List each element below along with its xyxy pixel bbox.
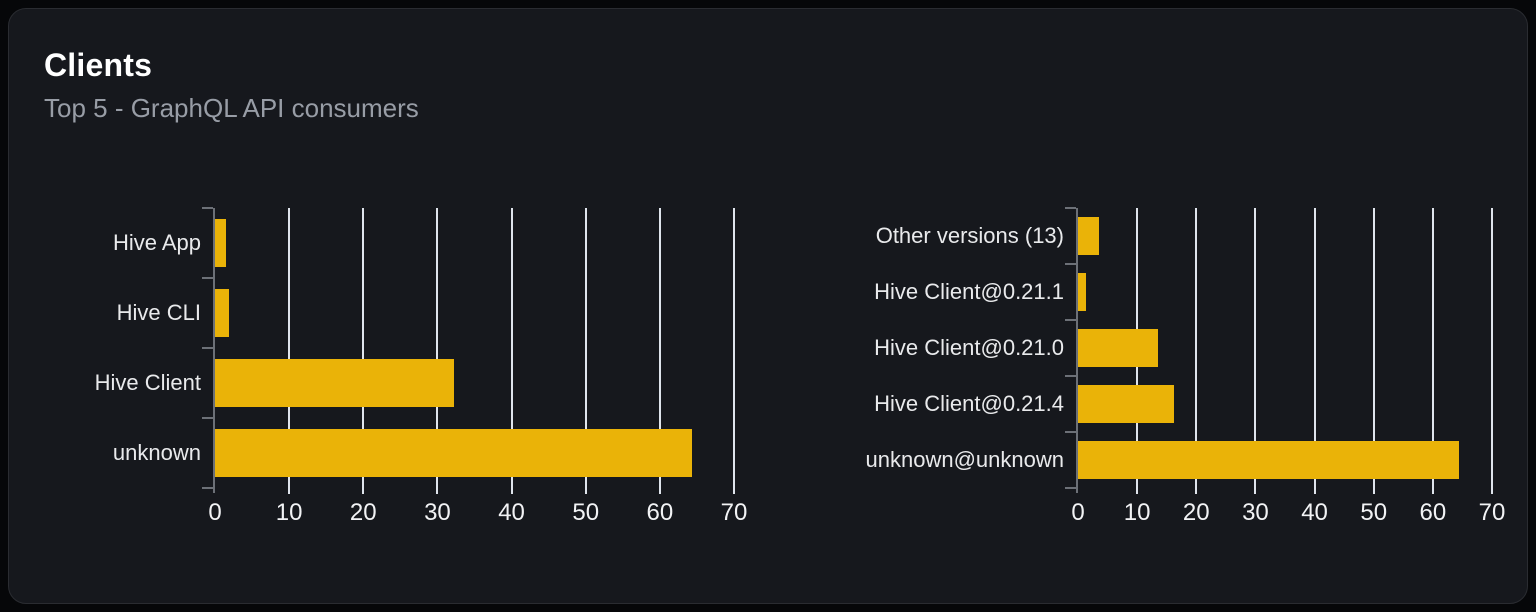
gridline-40 [510, 208, 513, 494]
gridline-30 [436, 208, 439, 494]
gridline-70 [1491, 208, 1493, 494]
category-label-other-versions-13: Other versions (13) [875, 223, 1064, 248]
bar-hive-client-0-21-4[interactable] [1078, 385, 1174, 423]
clients-card: Clients Top 5 - GraphQL API consumers Hi… [8, 8, 1528, 604]
gridline-50 [1372, 208, 1375, 494]
gridline-70 [733, 208, 735, 494]
y-axis-tick [1065, 375, 1076, 377]
bar-hive-cli[interactable] [215, 289, 230, 337]
y-axis-tick [1065, 207, 1076, 209]
category-label-hive-cli: Hive CLI [116, 300, 201, 325]
y-axis-tick [1065, 431, 1076, 433]
x-tick-label-60: 60 [1419, 499, 1447, 526]
x-tick-label-40: 40 [498, 499, 525, 526]
bar-hive-client-0-21-1[interactable] [1078, 273, 1087, 311]
gridline-20 [1195, 208, 1198, 494]
gridline-50 [584, 208, 587, 494]
gridline-40 [1313, 208, 1316, 494]
x-tick-label-20: 20 [349, 499, 377, 526]
x-axis: 0 10 20 30 40 50 60 70 [1071, 499, 1505, 531]
x-tick-label-60: 60 [646, 499, 674, 526]
x-tick-label-10: 10 [275, 499, 303, 526]
page-title: Clients [44, 47, 153, 83]
category-label-hive-client-0-21-1: Hive Client@0.21.1 [874, 279, 1064, 304]
category-label-unknown: unknown [112, 440, 201, 465]
y-axis-tick [202, 487, 213, 489]
gridline-20 [362, 208, 365, 494]
category-label-hive-client-0-21-0: Hive Client@0.21.0 [874, 335, 1064, 360]
y-axis [1076, 208, 1078, 493]
x-tick-label-0: 0 [208, 499, 222, 526]
x-tick-label-0: 0 [1071, 499, 1085, 526]
x-tick-label-70: 70 [1478, 499, 1506, 526]
plot-area [202, 207, 735, 494]
x-tick-label-20: 20 [1182, 499, 1210, 526]
plot-area [1065, 207, 1493, 494]
y-axis-tick [202, 207, 213, 209]
x-tick-label-70: 70 [720, 499, 748, 526]
y-axis-tick [202, 347, 213, 349]
y-axis-tick [1065, 319, 1076, 321]
y-axis-tick [1065, 263, 1076, 265]
category-axis: Hive App Hive CLI Hive Client unknown [9, 208, 201, 488]
y-axis-tick [202, 417, 213, 419]
clients-by-name-chart: Hive App Hive CLI Hive Client unknown 0 10 20 3… [9, 9, 1527, 603]
bar-hive-client-0-21-0[interactable] [1078, 329, 1158, 367]
category-label-unknown-unknown: unknown@unknown [865, 447, 1064, 472]
clients-by-version-chart: Other versions (13) Hive Client@0.21.1 Hiv… [9, 9, 1527, 603]
y-axis-tick [202, 277, 213, 279]
bar-hive-client[interactable] [215, 359, 454, 407]
category-axis: Other versions (13) Hive Client@0.21.1 Hiv… [9, 208, 1064, 488]
y-axis-tick [1065, 487, 1076, 489]
x-tick-label-10: 10 [1123, 499, 1151, 526]
x-tick-label-40: 40 [1301, 499, 1328, 526]
x-tick-label-30: 30 [424, 499, 451, 526]
gridline-60 [1431, 208, 1434, 494]
x-axis: 0 10 20 30 40 50 60 70 [208, 499, 747, 531]
bar-other-versions-13[interactable] [1078, 217, 1100, 255]
category-label-hive-client-0-21-4: Hive Client@0.21.4 [874, 391, 1064, 416]
bar-unknown-unknown[interactable] [1078, 441, 1459, 479]
category-label-hive-client: Hive Client [94, 370, 201, 395]
gridline-30 [1254, 208, 1257, 494]
gridline-60 [658, 208, 661, 494]
bar-hive-app[interactable] [215, 219, 227, 267]
x-tick-label-50: 50 [572, 499, 600, 526]
category-label-hive-app: Hive App [112, 230, 201, 255]
page-subtitle: Top 5 - GraphQL API consumers [44, 93, 419, 123]
y-axis [213, 208, 215, 493]
x-tick-label-50: 50 [1360, 499, 1388, 526]
gridline-10 [288, 208, 291, 494]
bar-unknown[interactable] [215, 429, 693, 477]
x-tick-label-30: 30 [1242, 499, 1269, 526]
